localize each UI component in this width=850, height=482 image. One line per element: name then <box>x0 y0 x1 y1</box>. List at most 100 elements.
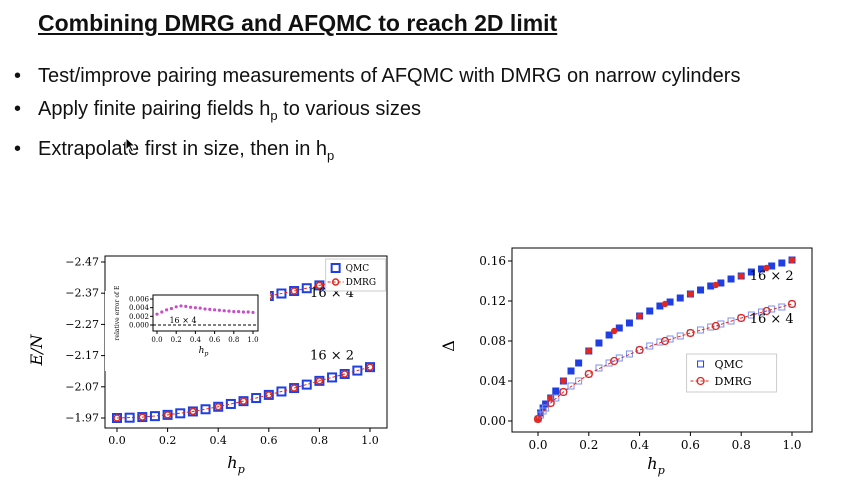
inset-point <box>193 306 197 310</box>
inset-point <box>237 309 241 314</box>
bullet-subscript: p <box>327 148 335 163</box>
dmrg-marker <box>711 321 720 331</box>
qmc-marker <box>666 298 674 306</box>
dmrg-marker <box>787 299 797 309</box>
qmc-marker <box>615 324 623 332</box>
qmc-marker <box>542 400 550 408</box>
qmc-marker <box>276 386 287 397</box>
dmrg-marker <box>559 387 568 397</box>
y-tick-label: −2.47 <box>65 256 99 269</box>
x-tick-label: 0.0 <box>528 438 547 452</box>
inset-point <box>222 309 226 313</box>
inset-point <box>251 310 255 315</box>
qmc-marker <box>778 259 786 267</box>
qmc-marker <box>605 359 613 367</box>
y-tick-label: 0.00 <box>479 414 506 428</box>
bullet-dot: • <box>14 138 22 160</box>
qmc-marker <box>365 362 375 373</box>
inset-point <box>184 304 188 308</box>
dmrg-marker <box>290 384 298 392</box>
qmc-marker <box>567 367 575 375</box>
dmrg-marker <box>712 281 719 289</box>
legend-qmc-marker <box>330 263 341 273</box>
x-tick-label: 0.8 <box>311 434 329 447</box>
inset-y-axis-label: relative error of E <box>114 286 121 341</box>
qmc-marker <box>542 404 550 412</box>
dmrg-marker <box>762 306 771 316</box>
bullet-item: • Test/improve pairing measurements of A… <box>14 64 794 88</box>
qmc-marker <box>717 279 725 287</box>
x-axis-label: hp <box>227 453 244 476</box>
inset-frame <box>152 294 259 332</box>
legend-qmc-label: QMC <box>715 358 744 371</box>
dmrg-marker <box>265 391 273 399</box>
qmc-marker <box>112 413 122 423</box>
qmc-marker <box>289 383 300 394</box>
qmc-marker <box>213 401 224 412</box>
x-tick-label: 0.8 <box>732 438 751 452</box>
inset-point <box>160 310 164 314</box>
y-tick-label: −1.97 <box>65 412 99 425</box>
inset-y-tick-label: 0.006 <box>129 296 150 304</box>
bullet-subscript: p <box>270 108 278 123</box>
qmc-marker <box>187 406 198 417</box>
inset-point <box>155 312 159 316</box>
inset-point <box>189 305 193 309</box>
qmc-marker <box>276 288 287 299</box>
qmc-marker <box>567 382 575 390</box>
bullet-dot: • <box>14 65 22 87</box>
legend-dmrg-label: DMRG <box>715 375 752 388</box>
y-tick-label: 0.16 <box>479 254 506 268</box>
qmc-marker <box>768 262 776 270</box>
qmc-marker <box>225 398 236 409</box>
dmrg-marker <box>189 407 197 416</box>
qmc-marker <box>778 303 786 311</box>
qmc-marker <box>625 350 633 358</box>
slide-title: Combining DMRG and AFQMC to reach 2D lim… <box>38 10 558 36</box>
dmrg-marker <box>584 369 593 379</box>
qmc-marker <box>314 375 325 386</box>
qmc-marker <box>697 326 705 334</box>
legend-box <box>686 353 778 393</box>
qmc-marker <box>251 393 262 404</box>
dmrg-marker <box>788 256 796 264</box>
inset-point <box>198 306 202 310</box>
dmrg-marker <box>315 377 324 385</box>
dmrg-marker <box>661 300 669 308</box>
plot-frame <box>511 247 813 433</box>
dmrg-marker <box>214 403 222 411</box>
dmrg-marker <box>687 290 694 298</box>
inset-y-tick-label: 0.002 <box>129 313 149 321</box>
qmc-marker <box>646 342 654 350</box>
x-tick-label: 0.0 <box>108 434 126 447</box>
qmc-marker <box>697 286 705 294</box>
series-annotation: 16 × 2 <box>750 269 794 284</box>
y-tick-label: −2.37 <box>65 287 99 300</box>
bullet-item: • Apply finite pairing fields hp to vari… <box>14 97 794 128</box>
dmrg-marker <box>340 370 349 378</box>
y-tick-label: −2.17 <box>65 349 99 362</box>
dmrg-marker <box>635 345 644 355</box>
inset-point <box>208 307 212 311</box>
x-tick-label: 0.4 <box>630 438 649 452</box>
qmc-marker <box>175 408 186 419</box>
inset-x-axis-label: hp <box>199 346 209 358</box>
dmrg-marker <box>636 312 643 320</box>
y-tick-label: −2.07 <box>65 380 99 393</box>
qmc-marker <box>605 331 613 339</box>
inset-x-tick-label: 0.4 <box>190 336 202 344</box>
qmc-marker <box>595 364 603 372</box>
qmc-marker <box>676 294 684 302</box>
legend-qmc-marker <box>697 360 705 368</box>
bullet-text-tail: to various sizes <box>277 98 421 120</box>
qmc-marker <box>238 396 249 407</box>
bullet-text: Test/improve pairing measurements of AFQ… <box>38 65 741 87</box>
legend-qmc-label: QMC <box>346 264 370 274</box>
inset-x-tick-label: 1.0 <box>247 336 258 344</box>
y-tick-label: 0.08 <box>479 334 506 348</box>
qmc-marker <box>656 302 664 310</box>
qmc-marker <box>666 335 674 343</box>
legend-dmrg-marker <box>331 278 340 286</box>
x-axis-label: hp <box>647 454 664 477</box>
inset-point <box>174 305 178 309</box>
